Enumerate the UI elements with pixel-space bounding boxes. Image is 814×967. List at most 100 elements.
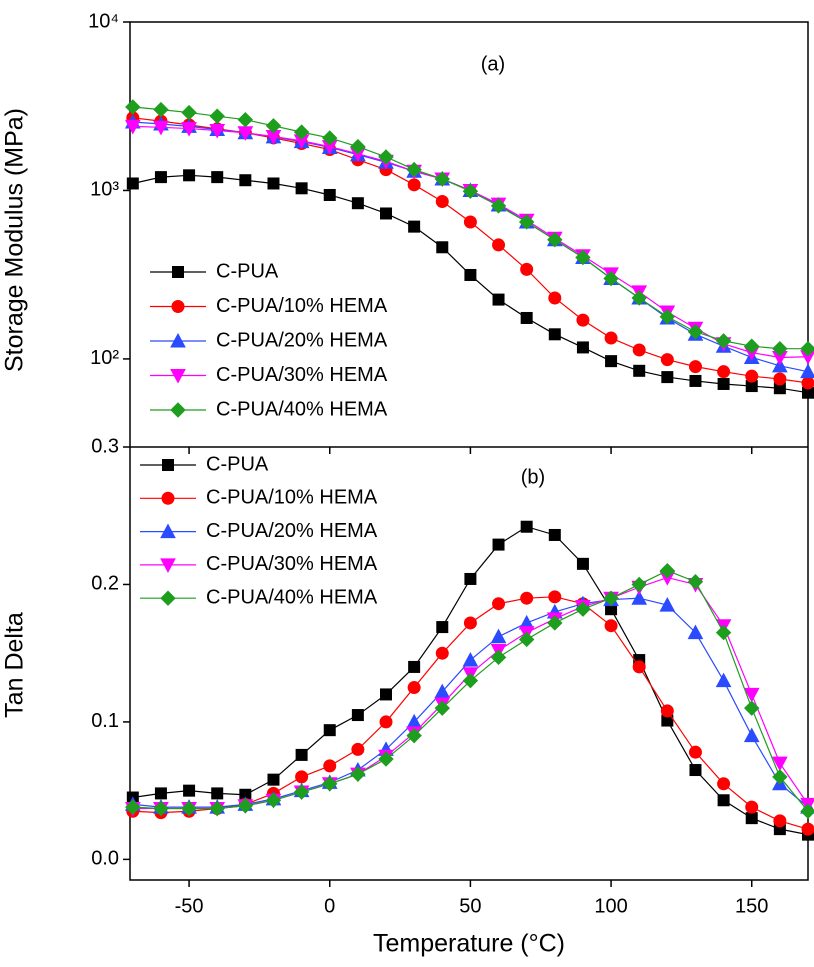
marker [237,798,254,814]
marker [211,171,224,184]
marker [490,649,507,666]
marker [380,207,393,220]
marker [689,764,702,777]
marker [520,520,533,533]
marker [211,787,224,800]
legend-label: C-PUA/30% HEMA [216,364,388,386]
marker [492,238,506,252]
marker [576,557,589,570]
marker [633,364,646,377]
y-tick-label: 10² [90,347,119,369]
marker [772,340,788,357]
marker [743,727,760,743]
marker [490,198,507,214]
marker [660,704,674,718]
marker [153,800,169,817]
marker [603,590,619,606]
legend-marker [160,523,176,539]
marker [632,660,646,674]
marker [435,646,449,660]
marker [605,355,618,368]
marker [745,812,758,825]
marker [351,742,365,756]
marker [209,108,225,124]
marker [715,333,732,349]
marker [463,215,477,229]
y-axis-label: Tan Delta [1,612,29,718]
marker [659,597,676,612]
marker [492,538,505,551]
marker [604,619,618,633]
marker [323,724,336,737]
legend-marker [172,266,184,278]
marker [520,591,534,605]
marker [520,262,534,276]
marker [575,601,591,617]
y-tick-label: 0.2 [91,573,119,595]
marker [154,171,167,184]
marker [126,177,139,190]
legend-marker [162,459,174,471]
legend-label: C-PUA [216,260,279,282]
marker [462,672,479,689]
panel-annotation: (b) [521,466,545,488]
y-tick-label: 10³ [90,179,119,201]
legend-marker [171,300,185,313]
marker [265,118,282,134]
marker [436,621,449,634]
y-tick-label: 0.1 [91,710,119,732]
series-line [132,597,809,808]
legend-marker [160,590,176,606]
marker [773,372,787,386]
marker [265,792,282,808]
marker [181,104,197,121]
marker [744,700,760,716]
marker [547,232,563,248]
marker [125,799,141,815]
marker [632,343,646,357]
marker [153,120,169,136]
marker [548,528,561,541]
marker [295,182,308,195]
legend-marker [170,402,186,418]
marker [209,800,225,817]
x-tick-label: 100 [594,895,627,917]
marker [604,331,618,345]
legend-label: C-PUA/30% HEMA [206,553,378,575]
marker [323,759,337,773]
legend-label: C-PUA/10% HEMA [216,295,388,317]
legend-label: C-PUA/20% HEMA [206,520,378,542]
marker [576,313,590,327]
marker [745,800,759,814]
marker [463,616,477,630]
x-tick-label: -50 [175,895,204,917]
marker [125,99,141,115]
marker [660,353,674,367]
marker [408,660,421,673]
x-tick-label: 50 [459,895,481,917]
marker [351,709,364,722]
y-axis-label: Storage Modulus (MPa) [1,108,29,372]
x-tick-label: 150 [735,895,768,917]
marker [800,340,814,357]
marker [293,784,310,800]
marker [717,377,730,390]
marker [293,124,310,140]
marker [801,822,814,836]
marker [295,770,309,784]
marker [717,365,731,379]
legend-marker [161,491,175,505]
marker [378,751,394,767]
marker [406,727,422,744]
marker [323,188,336,201]
legend-marker [160,558,176,573]
marker [295,748,308,761]
y-tick-label: 10⁴ [88,10,119,32]
marker [715,624,732,641]
marker [154,787,167,800]
marker [689,374,702,387]
marker [687,324,704,340]
marker [717,794,730,807]
marker [209,123,226,139]
